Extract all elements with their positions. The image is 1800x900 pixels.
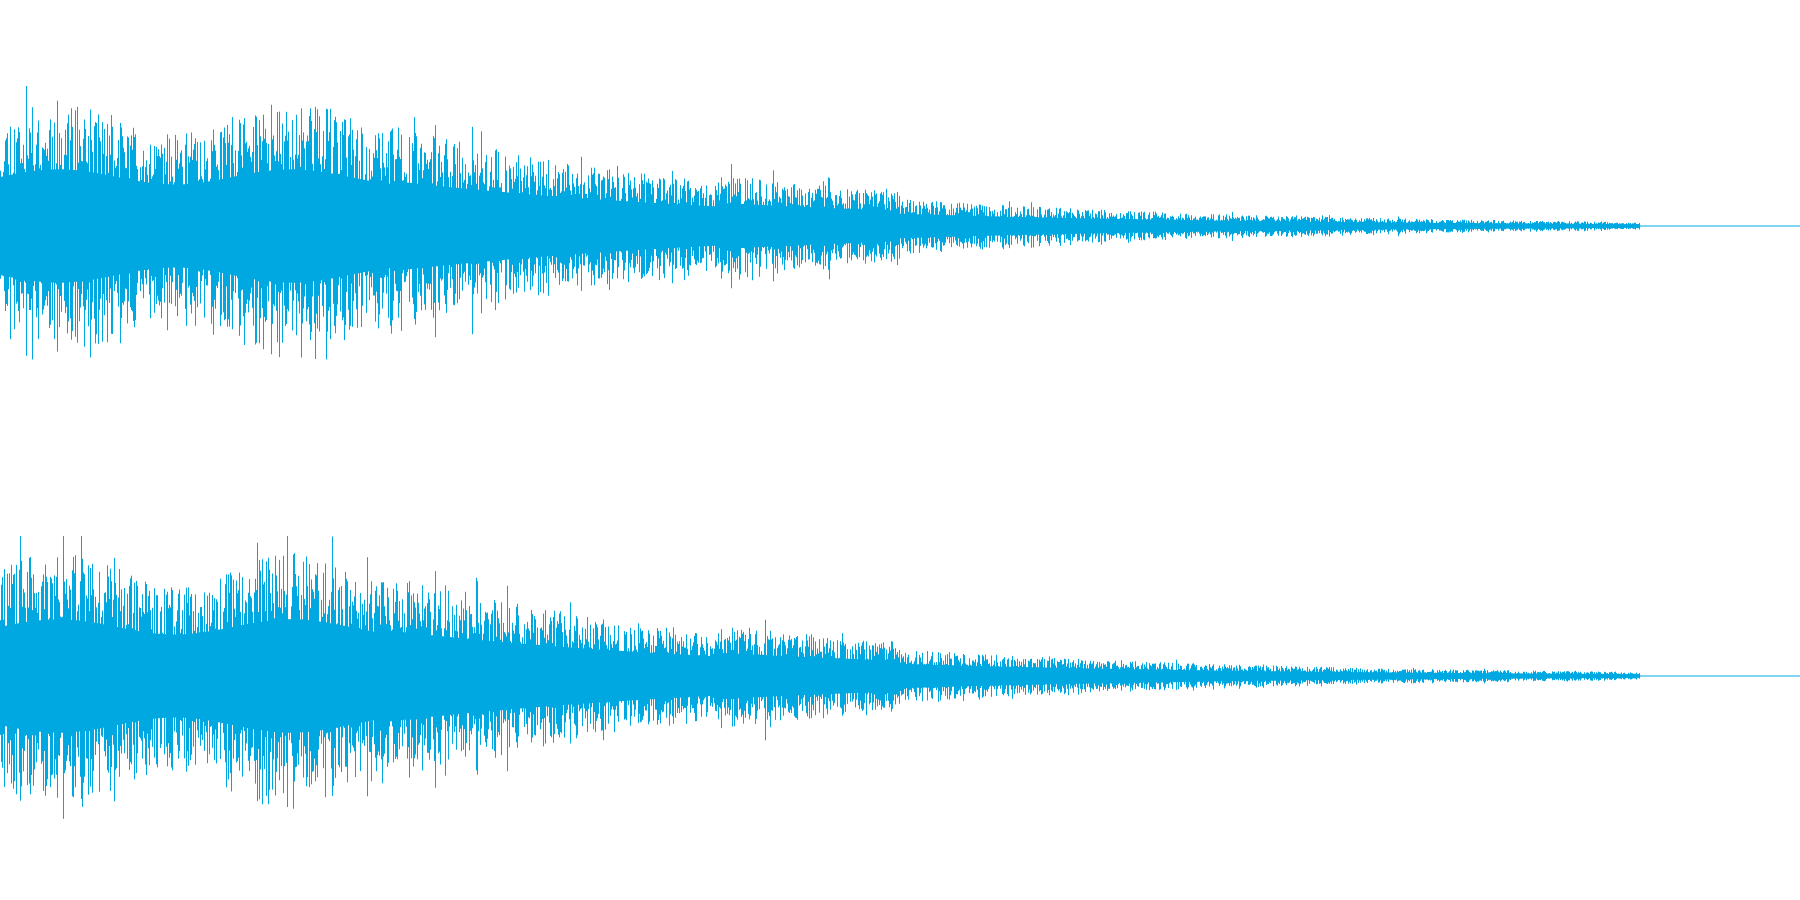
waveform-channel-left[interactable] [0,76,1800,376]
waveform-channel-right[interactable] [0,526,1800,826]
waveform-left-svg [0,86,1800,360]
waveform-right-svg [0,536,1800,819]
